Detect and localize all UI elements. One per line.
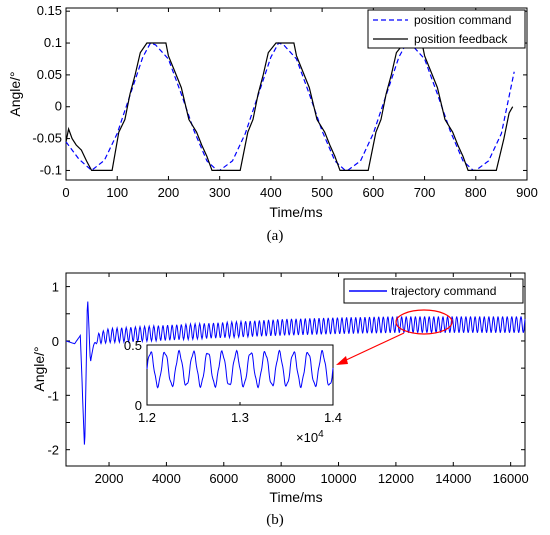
chart-b: 2000 4000 6000 8000 10000 12000 14000 16000 -2 -1… xyxy=(31,272,529,528)
legend-position-command-label: position command xyxy=(414,13,511,27)
chart-b-y-tick-label: 1 xyxy=(52,280,59,295)
chart-a-y-tick-label: 0.1 xyxy=(44,35,62,50)
chart-b-x-axis-label: Time/ms xyxy=(269,489,322,505)
trajectory-command-line xyxy=(65,301,526,445)
chart-a-x-tick-label: 900 xyxy=(516,185,538,200)
chart-a-x-tick-label: 300 xyxy=(209,185,231,200)
chart-b-y-tick-label: 0 xyxy=(52,334,59,349)
chart-b-x-tick-label: 6000 xyxy=(209,471,238,486)
chart-a-x-tick-label: 200 xyxy=(158,185,180,200)
chart-a-x-tick-label: 600 xyxy=(362,185,384,200)
chart-b-y-axis-label: Angle/° xyxy=(31,346,47,391)
inset-y-tick-label: 0 xyxy=(135,398,142,413)
chart-b-y-tick-label: -1 xyxy=(47,388,59,403)
chart-a-series xyxy=(65,42,515,172)
chart-a-x-tick-label: 500 xyxy=(311,185,333,200)
chart-b-series xyxy=(65,301,526,445)
inset-ticks: 1.2 1.3 1.4 0 0.5 xyxy=(124,338,342,425)
legend-position-feedback-label: position feedback xyxy=(414,32,508,46)
inset-y-tick-label: 0.5 xyxy=(124,338,142,353)
inset-series xyxy=(146,349,334,389)
chart-a-x-tick-label: 800 xyxy=(465,185,487,200)
chart-a-y-tick-label: -0.1 xyxy=(40,162,62,177)
legend-trajectory-command-label: trajectory command xyxy=(391,284,496,298)
chart-a-x-axis-label: Time/ms xyxy=(269,204,322,220)
zoom-highlight-ellipse xyxy=(395,309,453,335)
chart-a-y-tick-label: -0.05 xyxy=(32,131,62,146)
chart-b-ticks: 2000 4000 6000 8000 10000 12000 14000 16000 -2 -1… xyxy=(47,273,529,486)
chart-b-x-tick-label: 4000 xyxy=(152,471,181,486)
chart-b-x-tick-label: 12000 xyxy=(378,471,414,486)
inset-x-tick-label: 1.3 xyxy=(231,410,249,425)
chart-a-x-tick-label: 0 xyxy=(62,185,69,200)
chart-a-x-tick-label: 400 xyxy=(260,185,282,200)
inset-x-exponent: ×104 xyxy=(296,429,324,445)
chart-a: 0 100 200 300 400 500 600 700 800 900 -0.1 -0.05 0 0.… xyxy=(7,3,538,244)
chart-b-x-tick-label: 16000 xyxy=(493,471,529,486)
inset-x-tick-label: 1.2 xyxy=(138,410,156,425)
inset-trajectory-line xyxy=(146,349,334,389)
chart-a-legend-box xyxy=(367,9,526,49)
chart-a-caption: (a) xyxy=(267,228,284,244)
chart-a-x-tick-label: 700 xyxy=(414,185,436,200)
chart-b-x-tick-label: 8000 xyxy=(267,471,296,486)
position-command-line xyxy=(65,42,515,172)
chart-b-legend: trajectory command xyxy=(343,278,524,304)
chart-a-ticks: 0 100 200 300 400 500 600 700 800 900 -0.1 -0.05 0 0.… xyxy=(32,3,537,200)
chart-b-y-tick-label: -2 xyxy=(47,443,59,458)
position-feedback-line xyxy=(65,42,514,171)
chart-a-y-axis-label: Angle/° xyxy=(7,71,23,116)
chart-b-x-tick-label: 14000 xyxy=(435,471,471,486)
chart-a-legend: position command position feedback xyxy=(367,9,526,49)
inset-x-tick-label: 1.4 xyxy=(324,410,342,425)
chart-b-x-tick-label: 2000 xyxy=(95,471,124,486)
chart-a-y-tick-label: 0.15 xyxy=(37,3,62,18)
zoom-arrow-head xyxy=(336,356,348,365)
chart-a-y-tick-label: 0.05 xyxy=(37,67,62,82)
chart-a-y-tick-label: 0 xyxy=(55,99,62,114)
chart-a-x-tick-label: 100 xyxy=(106,185,128,200)
zoom-arrow-line xyxy=(343,332,405,362)
chart-b-inset: 1.2 1.3 1.4 0 0.5 ×104 xyxy=(124,338,342,445)
chart-b-x-tick-label: 10000 xyxy=(320,471,356,486)
chart-b-caption: (b) xyxy=(266,512,284,528)
